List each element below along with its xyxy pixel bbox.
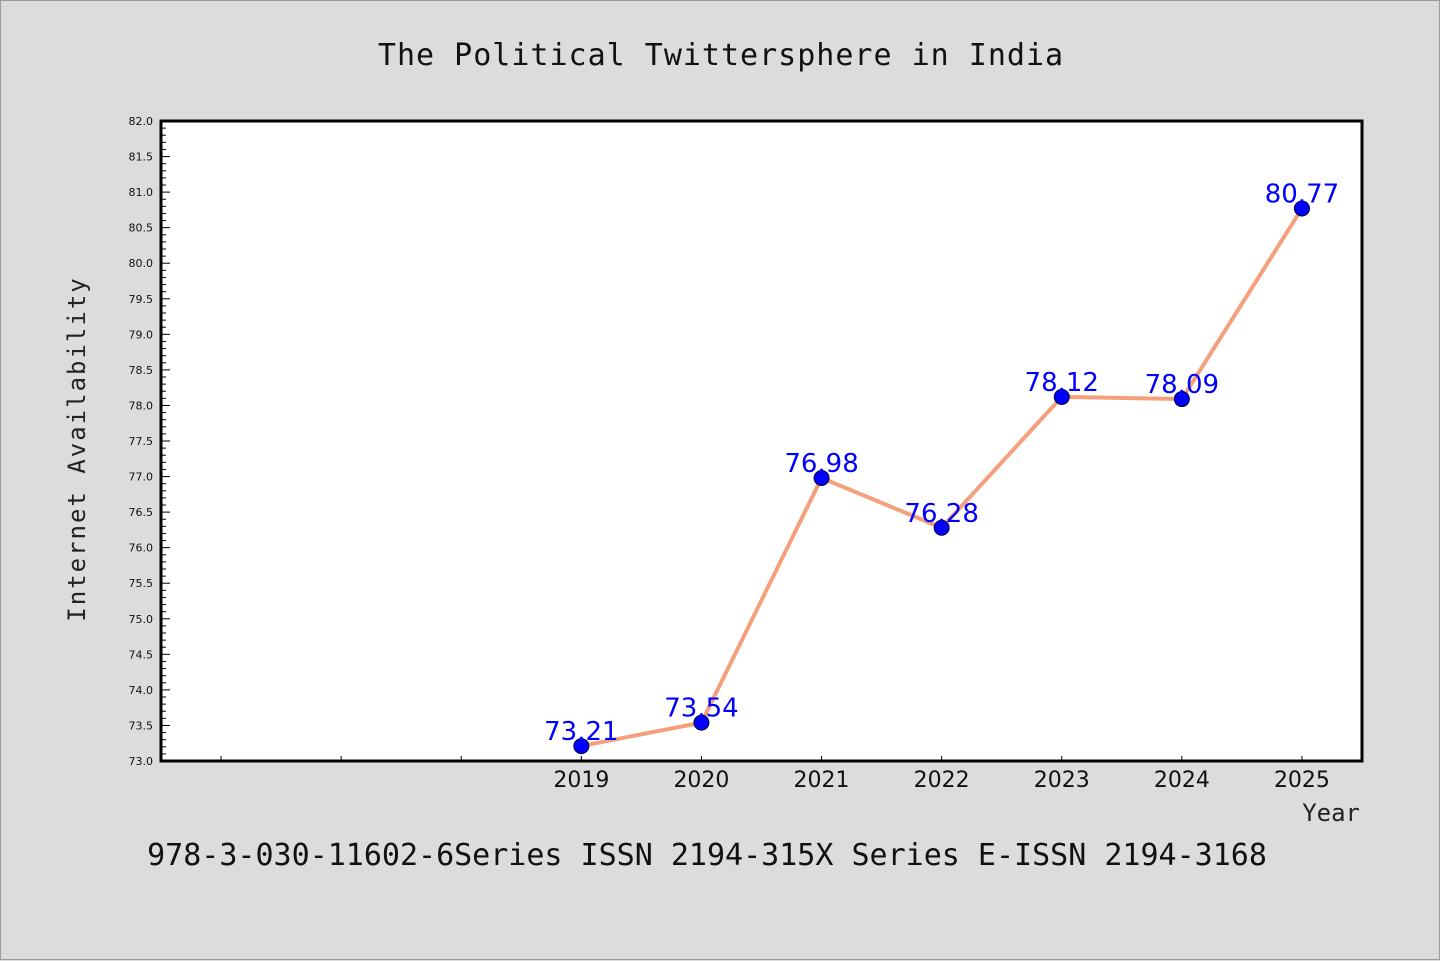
y-tick-label: 81.0 xyxy=(129,186,154,199)
y-axis: 73.0 73.5 74.0 74.5 75.0 75.5 76.0 76.5 77.0 77.5… xyxy=(129,115,170,768)
y-tick-label: 75.5 xyxy=(129,577,154,590)
data-label-2021: 76.98 xyxy=(784,449,858,479)
data-label-2025: 80.77 xyxy=(1265,179,1339,209)
x-tick-label: 2023 xyxy=(1034,768,1090,793)
data-label-2020: 73.54 xyxy=(664,694,738,724)
data-label-2024: 78.09 xyxy=(1145,370,1219,400)
data-point-2020 xyxy=(693,714,710,731)
data-point-2024 xyxy=(1173,391,1190,408)
y-tick-label: 82.0 xyxy=(129,115,154,128)
y-tick-label: 73.0 xyxy=(129,755,154,768)
y-tick-label: 74.0 xyxy=(129,684,154,697)
x-axis: 2019 2020 2021 2022 2023 2024 2025 xyxy=(220,756,1330,793)
data-label-2022: 76.28 xyxy=(904,499,978,529)
data-point-2025 xyxy=(1293,200,1310,217)
plot-area xyxy=(159,119,1364,763)
x-axis-label: Year xyxy=(1302,799,1360,827)
y-tick-label: 79.5 xyxy=(129,293,154,306)
y-tick-label: 76.0 xyxy=(129,542,154,555)
data-label-2023: 78.12 xyxy=(1025,368,1099,398)
x-tick-label: 2024 xyxy=(1154,768,1210,793)
y-tick-label: 79.0 xyxy=(129,328,154,341)
y-tick-label: 73.5 xyxy=(129,719,154,732)
y-tick-label: 75.0 xyxy=(129,613,154,626)
chart-title: The Political Twittersphere in India xyxy=(378,38,1064,73)
x-tick-label: 2019 xyxy=(553,768,609,793)
data-point-2022 xyxy=(933,519,950,536)
data-point-2023 xyxy=(1053,388,1070,405)
y-axis-label: Internet Availability xyxy=(63,276,91,621)
x-tick-label: 2020 xyxy=(673,768,729,793)
data-point-2019 xyxy=(573,738,590,755)
series-line-group: 73.21 73.54 76.98 76.28 78.12 78.09 80.77 xyxy=(544,179,1339,755)
y-tick-label: 76.5 xyxy=(129,506,154,519)
x-tick-label: 2021 xyxy=(794,768,850,793)
y-tick-label: 80.5 xyxy=(129,222,154,235)
y-tick-label: 81.5 xyxy=(129,151,154,164)
footer-text: 978-3-030-11602-6Series ISSN 2194-315X S… xyxy=(147,838,1267,873)
y-tick-label: 78.5 xyxy=(129,364,154,377)
data-label-2019: 73.21 xyxy=(544,717,618,747)
y-tick-label: 77.0 xyxy=(129,471,154,484)
x-tick-label: 2022 xyxy=(914,768,970,793)
y-tick-label: 74.5 xyxy=(129,648,154,661)
y-tick-label: 78.0 xyxy=(129,399,154,412)
data-point-2021 xyxy=(813,469,830,486)
y-tick-label: 77.5 xyxy=(129,435,154,448)
x-tick-label: 2025 xyxy=(1274,768,1330,793)
y-tick-label: 80.0 xyxy=(129,257,154,270)
